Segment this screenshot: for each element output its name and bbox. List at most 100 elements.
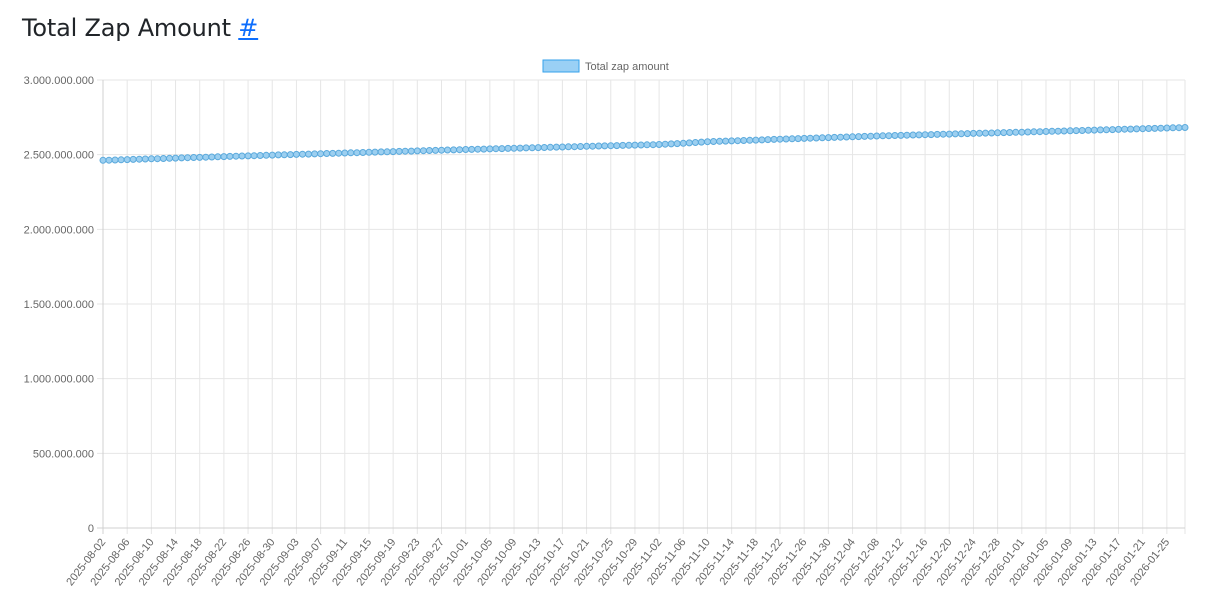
data-point[interactable] <box>546 143 554 151</box>
data-point[interactable] <box>292 150 300 158</box>
data-point[interactable] <box>849 133 856 141</box>
data-point[interactable] <box>504 144 512 152</box>
data-point[interactable] <box>933 130 941 138</box>
data-point[interactable] <box>1169 124 1177 132</box>
data-point[interactable] <box>1036 128 1044 136</box>
data-point[interactable] <box>522 144 530 152</box>
data-point[interactable] <box>153 155 161 163</box>
data-point[interactable] <box>1084 126 1092 134</box>
data-point[interactable] <box>232 152 240 160</box>
data-point[interactable] <box>921 131 929 139</box>
data-point[interactable] <box>1012 128 1020 136</box>
data-point[interactable] <box>1145 125 1153 132</box>
data-point[interactable] <box>976 129 983 137</box>
data-point[interactable] <box>1151 124 1159 132</box>
data-point[interactable] <box>595 142 603 150</box>
data-point[interactable] <box>589 142 597 150</box>
data-point[interactable] <box>957 130 965 138</box>
data-point[interactable] <box>438 146 445 154</box>
data-point[interactable] <box>305 150 312 158</box>
data-point[interactable] <box>1000 129 1008 137</box>
data-point[interactable] <box>619 141 627 149</box>
data-point[interactable] <box>782 135 790 143</box>
data-point[interactable] <box>583 142 591 150</box>
data-point[interactable] <box>528 144 536 152</box>
data-point[interactable] <box>764 136 772 144</box>
data-point[interactable] <box>377 148 385 156</box>
data-point[interactable] <box>450 146 458 154</box>
data-point[interactable] <box>389 148 397 156</box>
data-point[interactable] <box>329 149 337 157</box>
data-point[interactable] <box>969 129 977 137</box>
data-point[interactable] <box>196 153 204 161</box>
data-point[interactable] <box>649 141 657 149</box>
data-point[interactable] <box>268 151 276 159</box>
data-point[interactable] <box>564 143 572 151</box>
data-point[interactable] <box>299 150 306 158</box>
data-point[interactable] <box>794 135 802 143</box>
data-point[interactable] <box>776 135 784 143</box>
data-point[interactable] <box>99 156 107 164</box>
data-point[interactable] <box>359 149 367 156</box>
data-point[interactable] <box>601 142 609 150</box>
data-point[interactable] <box>843 133 850 141</box>
data-point[interactable] <box>963 130 971 138</box>
data-point[interactable] <box>607 142 615 150</box>
data-point[interactable] <box>909 131 917 139</box>
data-point[interactable] <box>341 149 349 157</box>
data-point[interactable] <box>655 141 663 148</box>
data-point[interactable] <box>685 139 693 147</box>
data-point[interactable] <box>335 149 343 157</box>
data-point[interactable] <box>673 140 681 148</box>
data-point[interactable] <box>141 155 149 163</box>
data-point[interactable] <box>1102 126 1110 134</box>
data-point[interactable] <box>172 154 179 162</box>
data-point[interactable] <box>383 148 391 156</box>
data-point[interactable] <box>1127 125 1135 133</box>
data-point[interactable] <box>1030 128 1038 136</box>
data-point[interactable] <box>462 146 470 153</box>
data-point[interactable] <box>419 147 427 155</box>
data-point[interactable] <box>1115 125 1122 133</box>
data-point[interactable] <box>468 145 476 153</box>
data-point[interactable] <box>444 146 451 154</box>
data-point[interactable] <box>1175 124 1183 132</box>
data-point[interactable] <box>498 145 506 153</box>
chart-legend[interactable]: Total zap amount <box>542 59 669 73</box>
data-point[interactable] <box>540 144 548 151</box>
data-point[interactable] <box>317 150 325 158</box>
data-point[interactable] <box>474 145 482 153</box>
data-point[interactable] <box>486 145 494 153</box>
data-point[interactable] <box>178 154 186 162</box>
data-point[interactable] <box>1163 124 1171 132</box>
data-point[interactable] <box>873 132 881 140</box>
data-point[interactable] <box>256 152 264 159</box>
data-point[interactable] <box>407 147 415 155</box>
data-point[interactable] <box>824 134 832 142</box>
data-point[interactable] <box>994 129 1002 137</box>
data-point[interactable] <box>311 150 319 158</box>
data-point[interactable] <box>1139 125 1147 133</box>
anchor-link[interactable]: # <box>238 14 259 42</box>
data-point[interactable] <box>1018 128 1026 136</box>
data-point[interactable] <box>147 155 155 163</box>
data-point[interactable] <box>129 155 137 163</box>
data-point[interactable] <box>770 135 778 143</box>
data-point[interactable] <box>577 143 584 150</box>
data-point[interactable] <box>371 148 379 156</box>
data-point[interactable] <box>274 151 282 159</box>
data-point[interactable] <box>558 143 566 151</box>
data-point[interactable] <box>625 141 633 149</box>
data-point[interactable] <box>1042 128 1050 135</box>
data-point[interactable] <box>1060 127 1068 135</box>
data-point[interactable] <box>691 139 699 146</box>
data-point[interactable] <box>492 145 500 153</box>
data-point[interactable] <box>323 150 331 157</box>
data-point[interactable] <box>1024 128 1032 136</box>
data-point[interactable] <box>927 131 935 139</box>
data-point[interactable] <box>244 152 252 160</box>
data-point[interactable] <box>746 136 754 144</box>
data-point[interactable] <box>939 130 947 138</box>
data-point[interactable] <box>1048 127 1056 135</box>
data-point[interactable] <box>166 154 173 162</box>
